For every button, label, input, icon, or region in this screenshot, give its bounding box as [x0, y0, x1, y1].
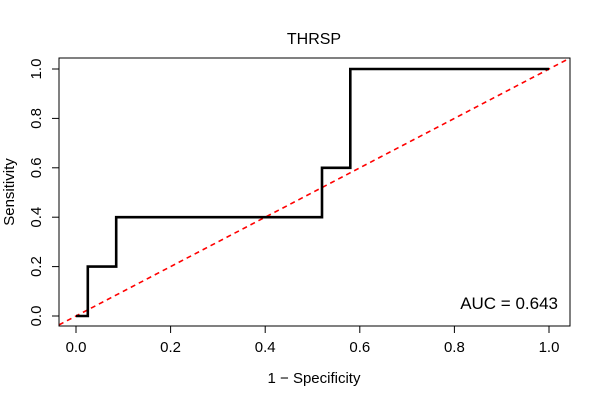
- y-tick-label: 0.0: [28, 306, 45, 327]
- x-tick-label: 0.0: [66, 339, 87, 356]
- plot-area: 0.0 0.2 0.4 0.6 0.8 1.0 0.0 0.2 0.4 0.6 0.8 1.0: [28, 57, 571, 356]
- y-axis-title: Sensitivity: [1, 158, 18, 226]
- x-tick-label: 0.8: [444, 339, 465, 356]
- x-axis-title: 1 − Specificity: [268, 370, 361, 387]
- roc-curve-line: [76, 67, 549, 318]
- chance-diagonal-line: [59, 58, 570, 326]
- y-tick-label: 0.8: [28, 108, 45, 129]
- x-tick-label: 0.2: [160, 339, 181, 356]
- y-tick-label: 0.2: [28, 256, 45, 277]
- x-tick-label: 1.0: [539, 339, 560, 356]
- x-tick-label: 0.6: [349, 339, 370, 356]
- x-tick-label: 0.4: [255, 339, 276, 356]
- y-tick-label: 0.6: [28, 157, 45, 178]
- auc-annotation: AUC = 0.643: [460, 294, 558, 313]
- y-tick-label: 0.4: [28, 207, 45, 228]
- y-tick-label: 1.0: [28, 59, 45, 80]
- chart-title: THRSP: [287, 31, 341, 48]
